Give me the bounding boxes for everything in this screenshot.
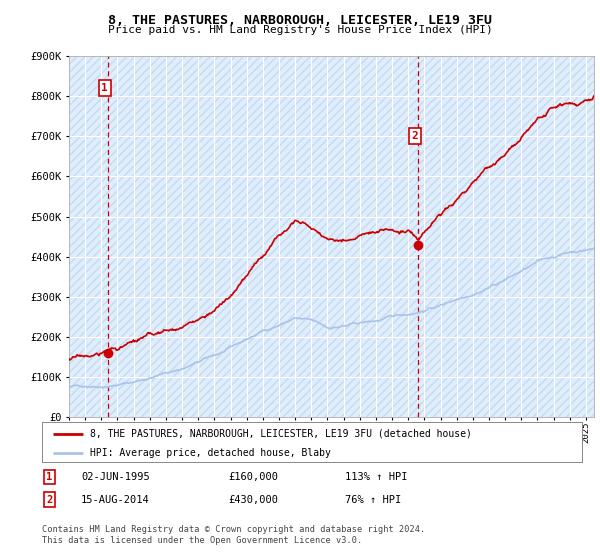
Text: £160,000: £160,000 [228, 472, 278, 482]
Text: £430,000: £430,000 [228, 494, 278, 505]
Text: HPI: Average price, detached house, Blaby: HPI: Average price, detached house, Blab… [89, 448, 331, 458]
Text: 2: 2 [46, 494, 52, 505]
Text: Price paid vs. HM Land Registry's House Price Index (HPI): Price paid vs. HM Land Registry's House … [107, 25, 493, 35]
Text: 113% ↑ HPI: 113% ↑ HPI [345, 472, 407, 482]
Text: Contains HM Land Registry data © Crown copyright and database right 2024.
This d: Contains HM Land Registry data © Crown c… [42, 525, 425, 545]
Text: 1: 1 [101, 83, 108, 93]
Text: 8, THE PASTURES, NARBOROUGH, LEICESTER, LE19 3FU: 8, THE PASTURES, NARBOROUGH, LEICESTER, … [108, 14, 492, 27]
Text: 15-AUG-2014: 15-AUG-2014 [81, 494, 150, 505]
Text: 1: 1 [46, 472, 52, 482]
Text: 02-JUN-1995: 02-JUN-1995 [81, 472, 150, 482]
Text: 2: 2 [412, 131, 418, 141]
Text: 8, THE PASTURES, NARBOROUGH, LEICESTER, LE19 3FU (detached house): 8, THE PASTURES, NARBOROUGH, LEICESTER, … [89, 429, 472, 439]
Text: 76% ↑ HPI: 76% ↑ HPI [345, 494, 401, 505]
